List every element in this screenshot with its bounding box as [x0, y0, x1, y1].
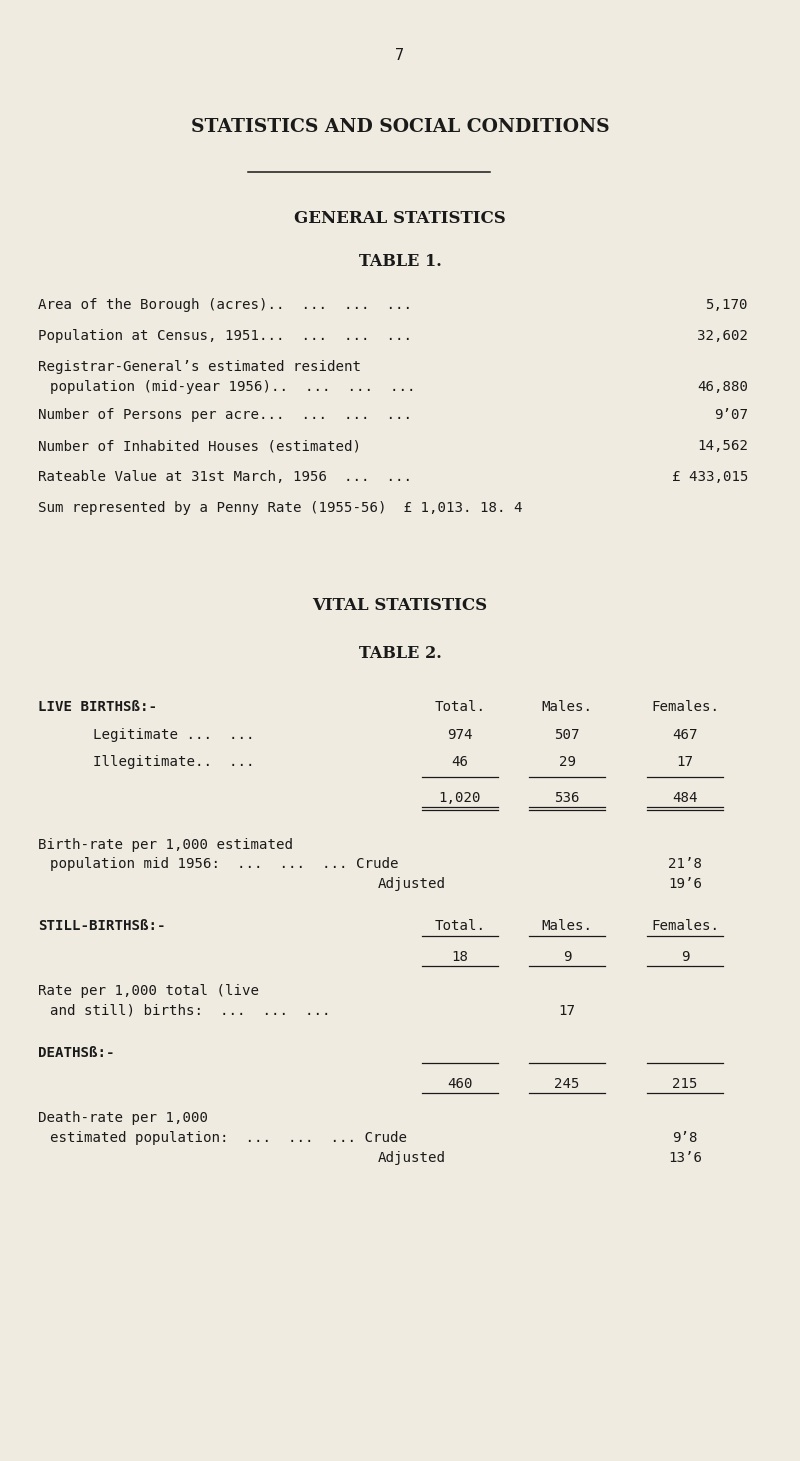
Text: 32,602: 32,602 [697, 329, 748, 343]
Text: 467: 467 [672, 728, 698, 742]
Text: 9’07: 9’07 [714, 408, 748, 422]
Text: Males.: Males. [542, 700, 593, 714]
Text: 46,880: 46,880 [697, 380, 748, 394]
Text: 14,562: 14,562 [697, 438, 748, 453]
Text: 215: 215 [672, 1077, 698, 1091]
Text: STATISTICS AND SOCIAL CONDITIONS: STATISTICS AND SOCIAL CONDITIONS [190, 118, 610, 136]
Text: Rate per 1,000 total (live: Rate per 1,000 total (live [38, 985, 259, 998]
Text: 9’8: 9’8 [672, 1131, 698, 1145]
Text: Total.: Total. [434, 919, 486, 934]
Text: and still) births:  ...  ...  ...: and still) births: ... ... ... [50, 1004, 330, 1018]
Text: population mid 1956:  ...  ...  ... Crude: population mid 1956: ... ... ... Crude [50, 858, 398, 871]
Text: £ 433,015: £ 433,015 [671, 470, 748, 484]
Text: 245: 245 [554, 1077, 580, 1091]
Text: Legitimate ...  ...: Legitimate ... ... [93, 728, 254, 742]
Text: Females.: Females. [651, 700, 719, 714]
Text: population (mid-year 1956)..  ...  ...  ...: population (mid-year 1956).. ... ... ... [50, 380, 415, 394]
Text: Rateable Value at 31st March, 1956  ...  ...: Rateable Value at 31st March, 1956 ... .… [38, 470, 412, 484]
Text: 974: 974 [447, 728, 473, 742]
Text: STILL-BIRTHSß:-: STILL-BIRTHSß:- [38, 919, 166, 934]
Text: Population at Census, 1951...  ...  ...  ...: Population at Census, 1951... ... ... ..… [38, 329, 412, 343]
Text: 5,170: 5,170 [706, 298, 748, 313]
Text: 18: 18 [451, 950, 469, 964]
Text: Males.: Males. [542, 919, 593, 934]
Text: Number of Inhabited Houses (estimated): Number of Inhabited Houses (estimated) [38, 438, 361, 453]
Text: Number of Persons per acre...  ...  ...  ...: Number of Persons per acre... ... ... ..… [38, 408, 412, 422]
Text: 13’6: 13’6 [668, 1151, 702, 1164]
Text: 536: 536 [554, 790, 580, 805]
Text: 484: 484 [672, 790, 698, 805]
Text: Area of the Borough (acres)..  ...  ...  ...: Area of the Borough (acres).. ... ... ..… [38, 298, 412, 313]
Text: Illegitimate..  ...: Illegitimate.. ... [93, 755, 254, 768]
Text: 17: 17 [677, 755, 694, 768]
Text: Registrar-Generalʼs estimated resident: Registrar-Generalʼs estimated resident [38, 359, 361, 374]
Text: 507: 507 [554, 728, 580, 742]
Text: 9: 9 [681, 950, 690, 964]
Text: Adjusted: Adjusted [378, 877, 446, 891]
Text: TABLE 2.: TABLE 2. [358, 644, 442, 662]
Text: Birth-rate per 1,000 estimated: Birth-rate per 1,000 estimated [38, 839, 293, 852]
Text: 460: 460 [447, 1077, 473, 1091]
Text: 29: 29 [558, 755, 575, 768]
Text: 9: 9 [562, 950, 571, 964]
Text: LIVE BIRTHSß:-: LIVE BIRTHSß:- [38, 700, 157, 714]
Text: 21’8: 21’8 [668, 858, 702, 871]
Text: 17: 17 [558, 1004, 575, 1018]
Text: 1,020: 1,020 [438, 790, 482, 805]
Text: Sum represented by a Penny Rate (1955-56)  £ 1,013. 18. 4: Sum represented by a Penny Rate (1955-56… [38, 501, 522, 514]
Text: 7: 7 [395, 48, 405, 63]
Text: Total.: Total. [434, 700, 486, 714]
Text: DEATHSß:-: DEATHSß:- [38, 1046, 114, 1061]
Text: Females.: Females. [651, 919, 719, 934]
Text: 46: 46 [451, 755, 469, 768]
Text: Adjusted: Adjusted [378, 1151, 446, 1164]
Text: VITAL STATISTICS: VITAL STATISTICS [313, 598, 487, 614]
Text: TABLE 1.: TABLE 1. [358, 253, 442, 270]
Text: Death-rate per 1,000: Death-rate per 1,000 [38, 1110, 208, 1125]
Text: estimated population:  ...  ...  ... Crude: estimated population: ... ... ... Crude [50, 1131, 407, 1145]
Text: 19’6: 19’6 [668, 877, 702, 891]
Text: GENERAL STATISTICS: GENERAL STATISTICS [294, 210, 506, 226]
